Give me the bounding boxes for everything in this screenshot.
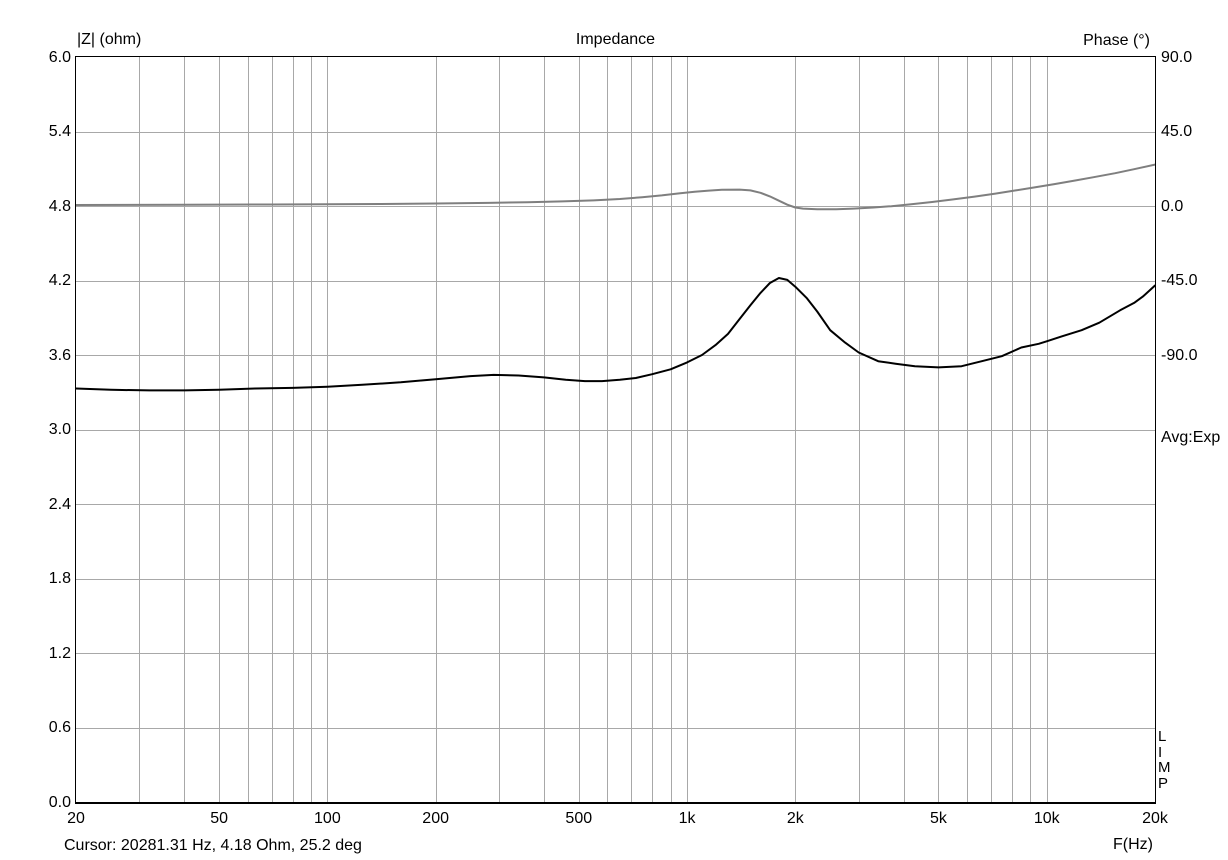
limp-letter: P [1158, 774, 1169, 792]
left-axis-tick-label: 1.2 [48, 644, 71, 662]
limp-letter: L [1158, 728, 1167, 745]
phase-curve [76, 163, 1155, 211]
right-axis-tick-label: 0.0 [1161, 197, 1184, 215]
x-axis-tick-label: 2k [786, 810, 804, 827]
right-axis-tick-label: -90.0 [1161, 346, 1198, 364]
left-axis-tick-label: 5.4 [48, 123, 71, 140]
x-axis-tick-label: 5k [930, 810, 947, 827]
left-axis-tick-label: 4.8 [48, 197, 71, 215]
left-axis-tick-label: 0.0 [48, 793, 71, 811]
right-axis-tick-label: 90.0 [1161, 48, 1193, 66]
x-axis-tick-label: 200 [422, 810, 449, 827]
x-axis-tick-label: 100 [314, 810, 341, 827]
limp-letter: M [1158, 759, 1171, 776]
x-axis-title: F(Hz) [1113, 836, 1153, 853]
limp-letter: I [1158, 743, 1163, 761]
x-axis-tick-label: 20k [1142, 810, 1168, 827]
plot-area[interactable] [75, 56, 1156, 804]
x-axis-tick-label: 1k [678, 810, 696, 827]
averaging-mode-label: Avg:Exp [1161, 429, 1221, 446]
x-axis-tick-label: 500 [565, 810, 593, 827]
left-axis-tick-label: 4.2 [48, 272, 71, 289]
left-axis-tick-label: 1.8 [48, 570, 71, 587]
cursor-readout: Cursor: 20281.31 Hz, 4.18 Ohm, 25.2 deg [64, 837, 362, 854]
right-axis-tick-label: -45.0 [1161, 272, 1198, 289]
impedance-magnitude-curve [76, 277, 1155, 392]
right-axis-title: Phase (°) [1083, 32, 1150, 49]
left-axis-title: |Z| (ohm) [77, 31, 142, 48]
left-axis-tick-label: 0.6 [48, 719, 71, 736]
chart-title: Impedance [575, 31, 656, 48]
chart-canvas [76, 57, 1155, 802]
right-axis-tick-label: 45.0 [1161, 123, 1193, 140]
x-axis-tick-label: 20 [67, 810, 85, 827]
left-axis-tick-label: 3.0 [48, 421, 71, 438]
x-axis-tick-label: 50 [210, 810, 229, 827]
x-axis-tick-label: 10k [1033, 810, 1060, 827]
left-axis-tick-label: 2.4 [48, 495, 71, 513]
grid-lines [76, 57, 1155, 802]
left-axis-tick-label: 6.0 [48, 48, 71, 66]
left-axis-tick-label: 3.6 [48, 346, 71, 364]
